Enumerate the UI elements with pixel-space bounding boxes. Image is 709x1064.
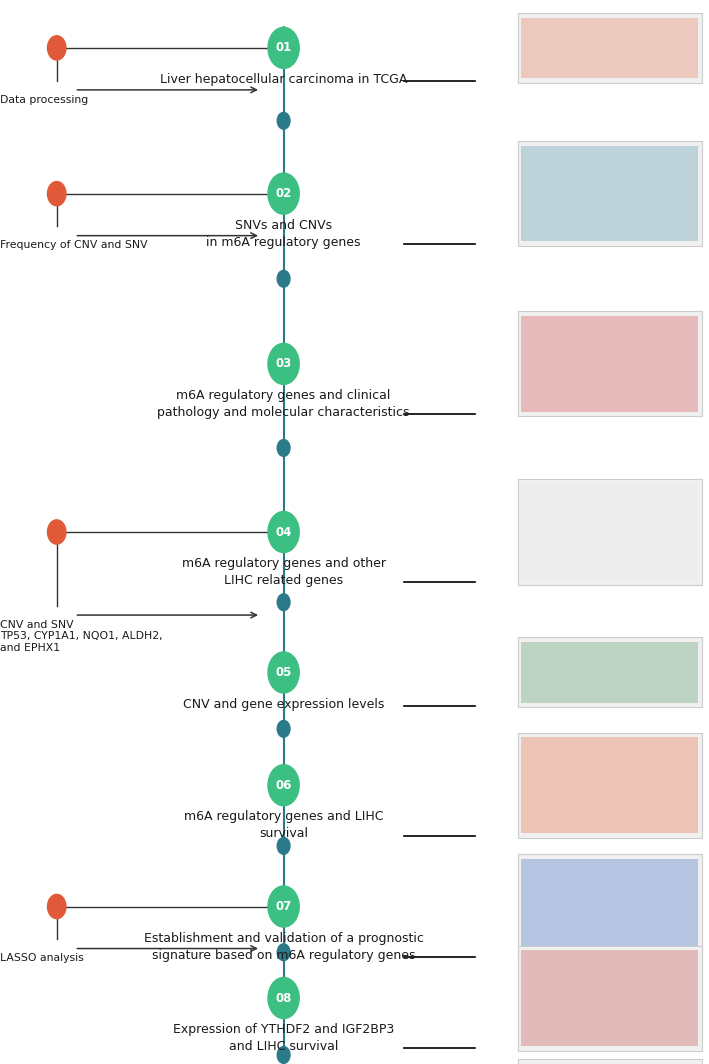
Text: 08: 08 bbox=[275, 992, 292, 1004]
Circle shape bbox=[268, 652, 299, 693]
Circle shape bbox=[277, 1047, 290, 1063]
Circle shape bbox=[268, 512, 299, 552]
Circle shape bbox=[48, 36, 66, 60]
Text: 06: 06 bbox=[275, 779, 292, 792]
Circle shape bbox=[277, 113, 290, 129]
Text: CNV and SNV
TP53, CYP1A1, NQO1, ALDH2,
and EPHX1: CNV and SNV TP53, CYP1A1, NQO1, ALDH2, a… bbox=[0, 619, 162, 653]
Circle shape bbox=[48, 182, 66, 205]
Circle shape bbox=[268, 344, 299, 384]
Circle shape bbox=[268, 978, 299, 1018]
Text: 04: 04 bbox=[275, 526, 292, 538]
FancyBboxPatch shape bbox=[518, 312, 702, 416]
Text: m6A regulatory genes and clinical
pathology and molecular characteristics: m6A regulatory genes and clinical pathol… bbox=[157, 389, 410, 419]
Circle shape bbox=[48, 895, 66, 918]
Circle shape bbox=[277, 720, 290, 737]
Text: 02: 02 bbox=[276, 187, 291, 200]
Text: Establishment and validation of a prognostic
signature based on m6A regulatory g: Establishment and validation of a progno… bbox=[144, 932, 423, 962]
Circle shape bbox=[277, 270, 290, 287]
FancyBboxPatch shape bbox=[521, 484, 698, 580]
Text: 01: 01 bbox=[276, 41, 291, 54]
FancyBboxPatch shape bbox=[518, 946, 702, 1050]
Text: Data processing: Data processing bbox=[0, 95, 88, 104]
Circle shape bbox=[277, 439, 290, 456]
Circle shape bbox=[268, 765, 299, 805]
Text: 05: 05 bbox=[275, 666, 292, 679]
FancyBboxPatch shape bbox=[518, 480, 702, 584]
Text: SNVs and CNVs
in m6A regulatory genes: SNVs and CNVs in m6A regulatory genes bbox=[206, 219, 361, 249]
Circle shape bbox=[277, 944, 290, 961]
Text: Frequency of CNV and SNV: Frequency of CNV and SNV bbox=[0, 240, 147, 250]
FancyBboxPatch shape bbox=[518, 854, 702, 959]
Text: m6A regulatory genes and LIHC
survival: m6A regulatory genes and LIHC survival bbox=[184, 811, 384, 841]
FancyBboxPatch shape bbox=[521, 17, 698, 79]
FancyBboxPatch shape bbox=[521, 146, 698, 242]
FancyBboxPatch shape bbox=[521, 316, 698, 412]
Text: m6A regulatory genes and other
LIHC related genes: m6A regulatory genes and other LIHC rela… bbox=[182, 558, 386, 587]
Circle shape bbox=[268, 886, 299, 927]
Circle shape bbox=[277, 594, 290, 611]
FancyBboxPatch shape bbox=[518, 637, 702, 708]
FancyBboxPatch shape bbox=[521, 859, 698, 954]
Text: 07: 07 bbox=[276, 900, 291, 913]
FancyBboxPatch shape bbox=[521, 737, 698, 833]
Text: 03: 03 bbox=[276, 358, 291, 370]
Circle shape bbox=[268, 173, 299, 214]
FancyBboxPatch shape bbox=[518, 142, 702, 246]
FancyBboxPatch shape bbox=[518, 733, 702, 837]
FancyBboxPatch shape bbox=[518, 1060, 702, 1064]
Circle shape bbox=[277, 837, 290, 854]
Circle shape bbox=[268, 28, 299, 68]
Text: Expression of YTHDF2 and IGF2BP3
and LIHC survival: Expression of YTHDF2 and IGF2BP3 and LIH… bbox=[173, 1024, 394, 1053]
FancyBboxPatch shape bbox=[521, 950, 698, 1046]
Text: CNV and gene expression levels: CNV and gene expression levels bbox=[183, 698, 384, 711]
Text: Liver hepatocellular carcinoma in TCGA: Liver hepatocellular carcinoma in TCGA bbox=[160, 73, 407, 86]
FancyBboxPatch shape bbox=[518, 13, 702, 83]
Text: LASSO analysis: LASSO analysis bbox=[0, 953, 84, 963]
Circle shape bbox=[48, 520, 66, 544]
FancyBboxPatch shape bbox=[521, 642, 698, 703]
